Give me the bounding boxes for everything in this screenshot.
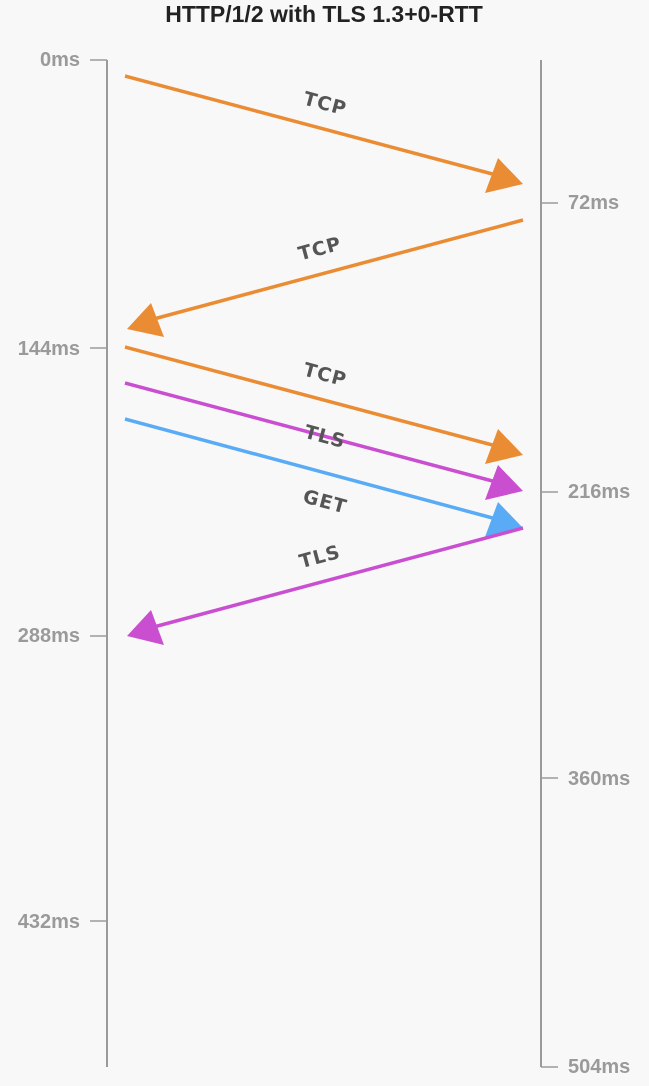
tls-arrow-line <box>149 526 524 630</box>
tcp-arrowhead <box>485 429 523 464</box>
tls-label: TLS <box>302 421 348 453</box>
get-arrowhead <box>485 502 523 537</box>
diagram-title: HTTP/1/2 with TLS 1.3+0-RTT <box>165 1 483 27</box>
tcp-label: TCP <box>301 88 349 121</box>
left-tick-label: 288ms <box>18 625 80 647</box>
tcp-arrow-line <box>124 345 501 449</box>
message-tcp-synack: TCP <box>127 218 524 337</box>
message-tls-server-hello: TLS <box>127 526 524 645</box>
right-tick-label: 216ms <box>568 481 630 503</box>
tcp-label: TCP <box>296 233 344 266</box>
message-tcp-syn: TCP <box>124 74 523 193</box>
get-arrow-line <box>124 417 501 522</box>
left-tick-label: 0ms <box>40 49 80 71</box>
right-tick-label: 72ms <box>568 192 619 214</box>
tls-arrowhead <box>485 465 523 500</box>
get-label: GET <box>301 486 350 519</box>
left-tick-label: 432ms <box>18 911 80 933</box>
tcp-arrowhead <box>127 303 164 337</box>
tcp-arrowhead <box>485 158 523 193</box>
tcp-label: TCP <box>301 359 349 392</box>
right-tick-label: 504ms <box>568 1056 630 1078</box>
right-tick-label: 360ms <box>568 768 630 790</box>
tcp-arrow-line <box>149 218 524 322</box>
tcp-arrow-line <box>124 74 501 178</box>
tls-arrow-line <box>124 381 501 485</box>
tls-arrowhead <box>127 610 164 645</box>
tls-label: TLS <box>297 541 343 573</box>
left-tick-label: 144ms <box>18 338 80 360</box>
